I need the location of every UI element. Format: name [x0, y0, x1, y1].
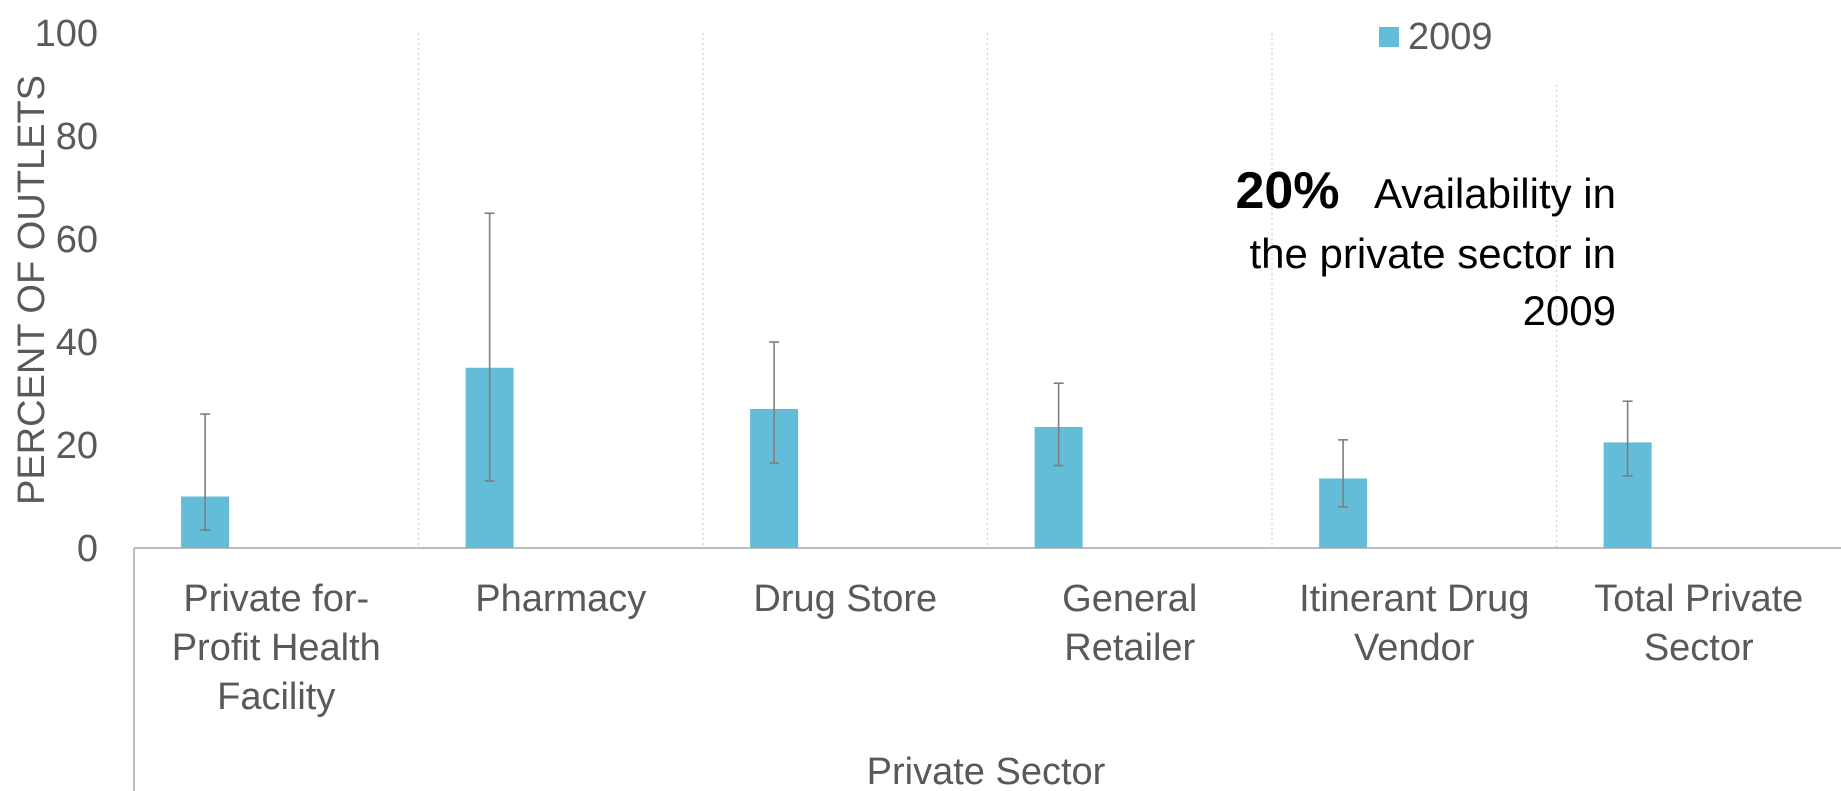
y-tick-label: 80 [56, 116, 98, 158]
error-bar [1622, 400, 1633, 477]
y-axis-label: PERCENT OF OUTLETS [11, 75, 53, 505]
category-label: Total Private Sector [1594, 578, 1803, 669]
category-label: Drug Store [753, 578, 937, 620]
annotation-line-3: 2009 [1523, 287, 1616, 334]
bars [181, 367, 1652, 548]
category-label: Pharmacy [475, 578, 646, 620]
x-axis-label: Private Sector [867, 751, 1106, 791]
y-tick-label: 60 [56, 219, 98, 261]
annotation: 20% Availability in the private sector i… [1235, 162, 1616, 334]
category-label: Itinerant Drug Vendor [1299, 578, 1529, 669]
error-bar [769, 341, 780, 464]
annotation-line-1: Availability in [1374, 170, 1616, 217]
y-tick-label: 0 [77, 528, 98, 570]
category-label: General Retailer [1062, 578, 1197, 669]
category-separators [417, 33, 1558, 548]
y-tick-label: 40 [56, 322, 98, 364]
legend-label: 2009 [1408, 16, 1493, 58]
legend-swatch [1379, 27, 1399, 47]
annotation-highlight: 20% [1235, 162, 1339, 220]
error-bar [1338, 439, 1349, 508]
y-tick-label: 20 [56, 425, 98, 467]
annotation-line-2: the private sector in [1249, 230, 1616, 277]
category-label: Private for-Profit Health Facility [172, 578, 381, 718]
svg-text:20% Availability in: 20% Availability in [1235, 162, 1616, 220]
category-labels: Private for-Profit Health Facility Pharmac… [172, 578, 1804, 718]
error-bar [484, 212, 495, 482]
y-tick-label: 100 [35, 13, 98, 55]
error-bar [1053, 382, 1064, 467]
error-bar [200, 413, 211, 531]
y-axis-ticks: 0 20 40 60 80 100 [35, 13, 98, 570]
error-bars [200, 212, 1633, 531]
